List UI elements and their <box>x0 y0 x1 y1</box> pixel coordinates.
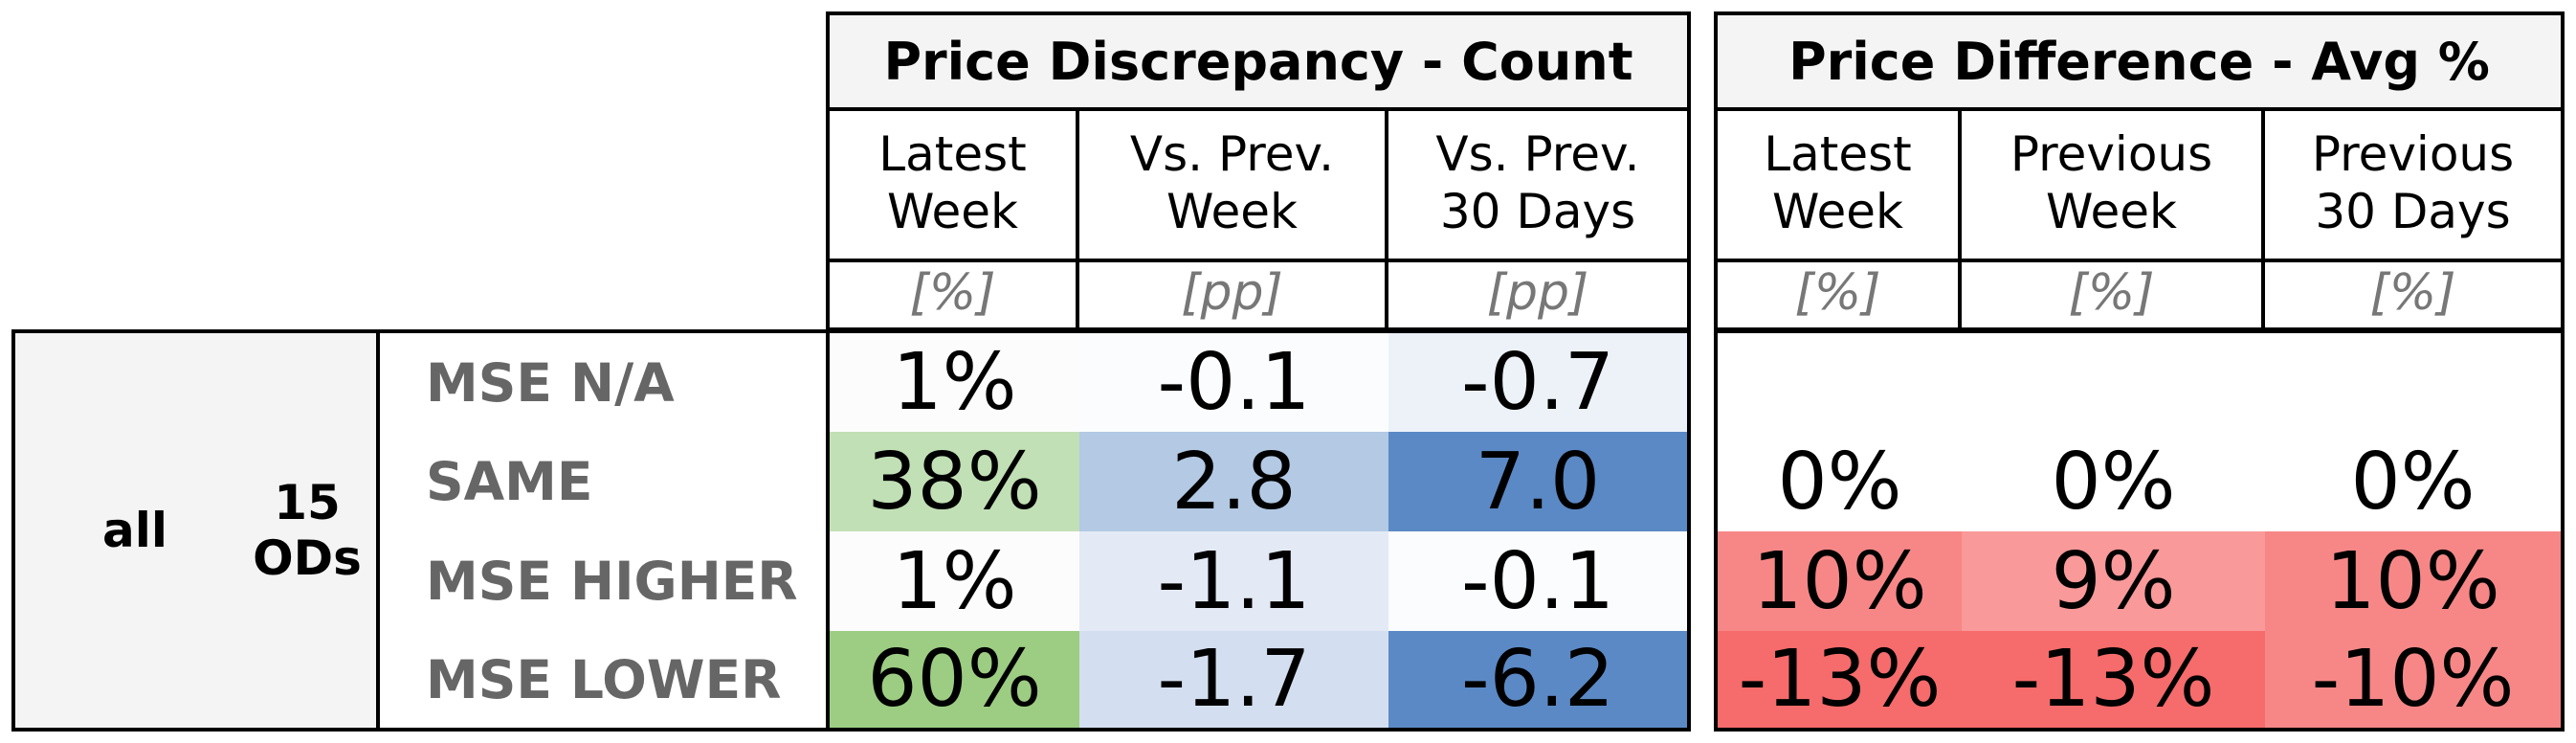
count-cell-mse-higher-1: 1% <box>830 531 1079 631</box>
avg-unit-previous-week: [%] <box>1962 259 2265 327</box>
count-cell-mse-lower-2: -1.7 <box>1079 631 1388 728</box>
count-cell-mse-na-2: -0.1 <box>1079 333 1388 432</box>
avg-cell-mse-na-1 <box>1718 333 1962 432</box>
avg-cell-mse-na-2 <box>1962 333 2265 432</box>
count-unit-row: [%] [pp] [pp] <box>826 259 1691 331</box>
count-cell-mse-lower-1: 60% <box>830 631 1079 728</box>
segment-label: all <box>101 503 168 558</box>
avg-cell-mse-higher-3: 10% <box>2265 531 2561 631</box>
avg-cell-same-1: 0% <box>1718 432 1962 531</box>
avg-unit-latest-week: [%] <box>1718 259 1962 327</box>
count-col-vs-prev-30-days: Vs. Prev. 30 Days <box>1435 126 1640 239</box>
count-col-latest-week: Latest Week <box>830 107 1079 259</box>
count-cell-same-1: 38% <box>830 432 1079 531</box>
count-panel-title: Price Discrepancy - Count <box>826 11 1691 111</box>
row-label-panel: MSE N/A SAME MSE HIGHER MSE LOWER <box>376 329 830 732</box>
avg-unit-previous-30-days: [%] <box>2369 264 2456 322</box>
row-label-mse-higher: MSE HIGHER <box>426 551 798 612</box>
avg-cell-mse-lower-2: -13% <box>1962 631 2265 728</box>
avg-panel-title: Price Difference - Avg % <box>1714 11 2565 111</box>
avg-col-latest-week: Latest Week <box>1718 107 1962 259</box>
avg-cell-mse-na-3 <box>2265 333 2561 432</box>
count-unit-latest-week: [%] <box>830 259 1079 327</box>
avg-cell-mse-higher-2: 9% <box>1962 531 2265 631</box>
count-cell-mse-higher-3: -0.1 <box>1388 531 1687 631</box>
ods-label: 15 ODs <box>253 475 362 586</box>
row-label-mse-na: MSE N/A <box>426 351 675 414</box>
count-unit-vs-prev-week: [pp] <box>1079 259 1388 327</box>
count-data-block: 1% -0.1 -0.7 38% 2.8 7.0 1% -1.1 -0.1 60% -1.7 -6.2 <box>826 329 1691 732</box>
avg-cell-same-2: 0% <box>1962 432 2265 531</box>
count-cell-mse-lower-3: -6.2 <box>1388 631 1687 728</box>
avg-data-block: 0% 0% 0% 10% 9% 10% -13% -13% -10% <box>1714 329 2565 732</box>
avg-col-previous-week: Previous Week <box>1962 107 2265 259</box>
count-cell-same-2: 2.8 <box>1079 432 1388 531</box>
count-col-vs-prev-week: Vs. Prev. Week <box>1079 107 1388 259</box>
row-label-mse-lower: MSE LOWER <box>426 648 782 710</box>
row-label-same: SAME <box>426 451 593 512</box>
count-column-header-row: Latest Week Vs. Prev. Week Vs. Prev. 30 … <box>826 107 1691 262</box>
avg-unit-row: [%] [%] [%] <box>1714 259 2565 331</box>
avg-cell-mse-higher-1: 10% <box>1718 531 1962 631</box>
avg-column-header-row: Latest Week Previous Week Previous 30 Da… <box>1714 107 2565 262</box>
count-unit-vs-prev-30-days: [pp] <box>1486 264 1589 322</box>
count-cell-mse-na-3: -0.7 <box>1388 333 1687 432</box>
count-cell-mse-na-1: 1% <box>830 333 1079 432</box>
count-cell-same-3: 7.0 <box>1388 432 1687 531</box>
avg-cell-mse-lower-3: -10% <box>2265 631 2561 728</box>
group-panel: all 15 ODs <box>11 329 380 732</box>
count-cell-mse-higher-2: -1.1 <box>1079 531 1388 631</box>
avg-col-previous-30-days: Previous 30 Days <box>2311 126 2515 239</box>
avg-cell-same-3: 0% <box>2265 432 2561 531</box>
avg-cell-mse-lower-1: -13% <box>1718 631 1962 728</box>
